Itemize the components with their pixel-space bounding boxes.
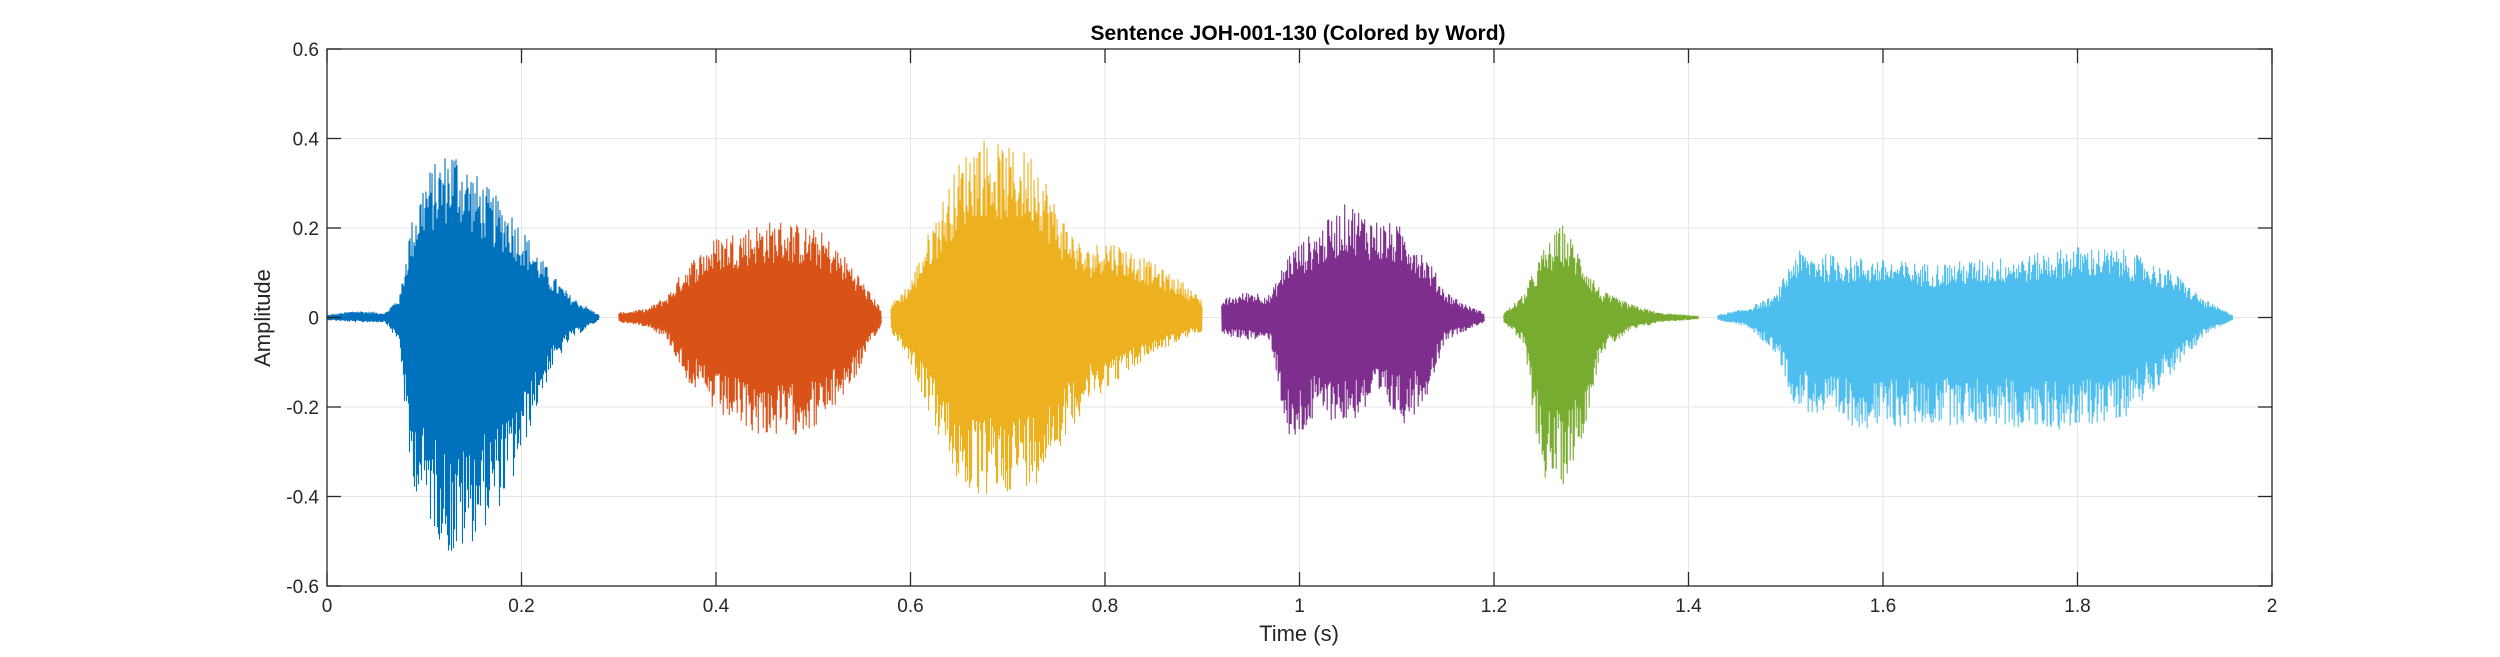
x-tick-label: 1.6: [1870, 596, 1896, 617]
word-waveform-4: [1221, 204, 1485, 435]
y-axis-label: Amplitude: [250, 269, 275, 367]
y-tick-label: -0.4: [286, 488, 319, 509]
word-waveform-5: [1503, 225, 1699, 485]
x-tick-label: 0.8: [1092, 596, 1118, 617]
y-tick-label: 0: [308, 309, 319, 330]
word-waveform-1: [326, 158, 600, 551]
chart-title: Sentence JOH-001-130 (Colored by Word): [1090, 22, 1505, 45]
x-tick-label: 1.8: [2064, 596, 2090, 617]
y-tick-label: -0.2: [286, 398, 319, 419]
word-waveform-6: [1717, 246, 2234, 430]
word-waveform-3: [890, 140, 1203, 494]
x-tick-label: 1.2: [1481, 596, 1507, 617]
axis-ticks: 0 0.2 0.4 0.6 0.8 1 1.2 1.4 1.6 1.8 2 -0.6 -0.4 -0.2 0…: [286, 40, 2277, 617]
y-tick-label: 0.4: [293, 130, 320, 151]
x-tick-label: 0: [322, 596, 333, 617]
waveform-series: [326, 140, 2234, 551]
x-tick-label: 0.2: [508, 596, 534, 617]
x-tick-label: 0.6: [897, 596, 923, 617]
x-axis-label: Time (s): [1259, 621, 1339, 646]
y-tick-label: -0.6: [286, 577, 319, 598]
y-tick-label: 0.2: [293, 219, 319, 240]
x-tick-label: 1: [1294, 596, 1305, 617]
y-tick-label: 0.6: [293, 40, 319, 61]
x-tick-label: 2: [2267, 596, 2278, 617]
word-waveform-2: [618, 222, 882, 435]
x-tick-label: 1.4: [1675, 596, 1702, 617]
x-tick-label: 0.4: [703, 596, 730, 617]
